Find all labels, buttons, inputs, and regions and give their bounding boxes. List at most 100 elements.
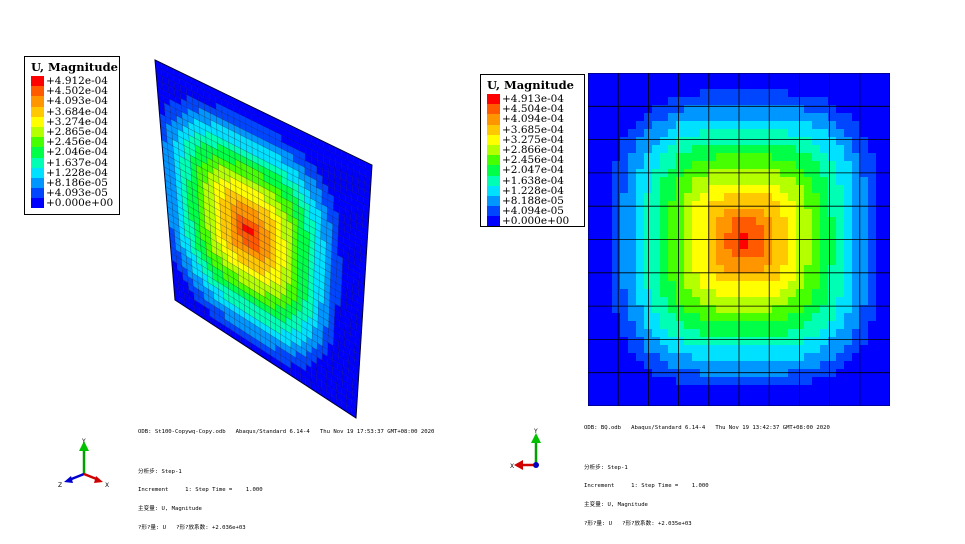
contour-cell [876, 385, 884, 393]
contour-cell [804, 209, 812, 217]
contour-cell [812, 145, 820, 153]
contour-cell [740, 289, 748, 297]
contour-cell [804, 201, 812, 209]
contour-cell [860, 129, 868, 137]
contour-cell [884, 385, 890, 393]
contour-cell [796, 241, 804, 249]
contour-cell [684, 377, 692, 385]
contour-cell [748, 321, 756, 329]
contour-cell [588, 233, 596, 241]
legend-label-row: +1.228e-04 [502, 185, 578, 196]
right-viewport: U, Magnitude +4.913e-04 +4.504e-04 +4.094e… [480, 0, 965, 527]
contour-cell [756, 73, 764, 81]
contour-cell [652, 401, 660, 406]
contour-cell [636, 289, 644, 297]
legend-label: +2.866e-04 [502, 143, 564, 156]
contour-cell [764, 377, 772, 385]
contour-cell [620, 225, 628, 233]
contour-cell [836, 81, 844, 89]
contour-cell [772, 329, 780, 337]
contour-cell [836, 121, 844, 129]
contour-cell [836, 313, 844, 321]
contour-cell [884, 393, 890, 401]
contour-cell [660, 281, 668, 289]
contour-cell [812, 329, 820, 337]
legend-label-row: +0.000e+00 [502, 216, 578, 227]
contour-cell [804, 321, 812, 329]
contour-cell [716, 345, 724, 353]
contour-cell [884, 121, 890, 129]
contour-cell [820, 313, 828, 321]
contour-cell [740, 193, 748, 201]
contour-cell [660, 209, 668, 217]
contour-cell [780, 193, 788, 201]
contour-cell [860, 185, 868, 193]
contour-cell [604, 121, 612, 129]
contour-cell [660, 73, 668, 81]
contour-cell [620, 273, 628, 281]
legend-swatch [31, 106, 44, 117]
contour-cell [652, 353, 660, 361]
contour-cell [852, 177, 860, 185]
contour-cell [756, 297, 764, 305]
contour-cell [820, 281, 828, 289]
contour-cell [660, 129, 668, 137]
contour-cell [588, 97, 596, 105]
contour-cell [884, 161, 890, 169]
contour-cell [820, 193, 828, 201]
contour-cell [604, 361, 612, 369]
contour-cell [772, 185, 780, 193]
contour-cell [780, 353, 788, 361]
contour-cell [596, 145, 604, 153]
contour-cell [612, 329, 620, 337]
contour-cell [836, 393, 844, 401]
contour-cell [804, 281, 812, 289]
contour-cell [732, 329, 740, 337]
contour-cell [684, 209, 692, 217]
contour-cell [780, 145, 788, 153]
contour-cell [692, 145, 700, 153]
contour-cell [588, 129, 596, 137]
contour-cell [764, 385, 772, 393]
contour-cell [668, 257, 676, 265]
contour-cell [668, 193, 676, 201]
contour-cell [828, 377, 836, 385]
contour-cell [732, 297, 740, 305]
contour-cell [620, 105, 628, 113]
contour-cell [836, 273, 844, 281]
contour-cell [812, 273, 820, 281]
contour-cell [828, 209, 836, 217]
contour-cell [724, 89, 732, 97]
legend-label: +1.228e-04 [46, 166, 108, 179]
contour-cell [716, 353, 724, 361]
contour-cell [812, 393, 820, 401]
contour-cell [820, 81, 828, 89]
contour-cell [780, 201, 788, 209]
contour-cell [756, 353, 764, 361]
contour-cell [652, 361, 660, 369]
contour-cell [604, 113, 612, 121]
contour-cell [796, 81, 804, 89]
contour-cell [668, 121, 676, 129]
contour-cell [700, 361, 708, 369]
contour-cell [756, 233, 764, 241]
contour-cell [780, 385, 788, 393]
contour-cell [708, 193, 716, 201]
contour-cell [652, 313, 660, 321]
contour-cell [628, 289, 636, 297]
contour-cell [860, 137, 868, 145]
contour-cell [812, 201, 820, 209]
contour-cell [660, 265, 668, 273]
contour-cell [724, 297, 732, 305]
contour-cell [756, 161, 764, 169]
contour-cell [596, 217, 604, 225]
contour-cell [868, 289, 876, 297]
contour-cell [788, 353, 796, 361]
contour-cell [732, 201, 740, 209]
contour-cell [860, 225, 868, 233]
contour-cell [836, 105, 844, 113]
contour-cell [812, 73, 820, 81]
contour-cell [748, 329, 756, 337]
contour-cell [836, 345, 844, 353]
contour-cell [732, 353, 740, 361]
